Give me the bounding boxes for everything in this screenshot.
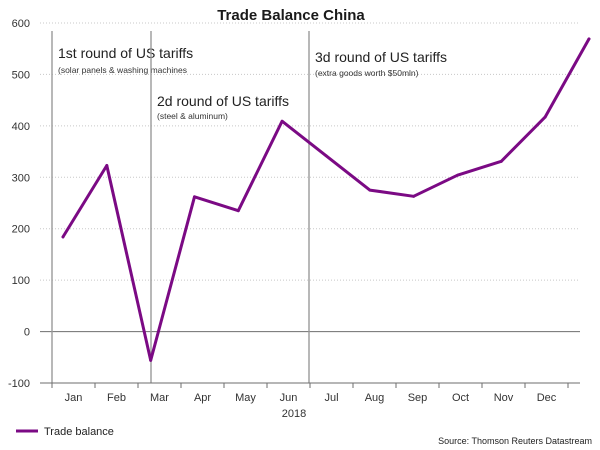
x-axis-year-label: 2018 [282,408,306,420]
y-tick-label: 0 [24,327,30,339]
x-tick-label: Sep [408,392,428,404]
x-tick-label: Nov [494,392,514,404]
y-tick-label: 500 [12,69,30,81]
tariff-event-detail: (steel & aluminum) [157,111,228,121]
tariff-event-detail: (solar panels & washing machines [58,65,187,75]
data-point [324,154,328,158]
x-tick-label: Feb [107,392,126,404]
data-point [456,173,459,177]
series-trade-balance [61,37,591,362]
data-point [412,194,416,198]
series-line-trade-balance [61,37,591,362]
data-point [280,119,284,123]
data-point [543,115,547,119]
x-tick-label: May [235,392,256,404]
y-axis-ticks: 600 500 400 300 200 100 0 -100 [8,18,30,390]
y-tick-label: 200 [12,224,30,236]
data-point [499,159,503,163]
y-tick-label: -100 [8,378,30,390]
x-tick-label: Jan [65,392,83,404]
data-point [149,358,153,362]
data-point [368,188,372,192]
x-tick-label: Apr [194,392,211,404]
data-point [236,209,240,213]
data-point [105,164,109,167]
chart-title: Trade Balance China [217,7,365,24]
x-tick-label: Dec [537,392,557,404]
x-tick-label: Mar [150,392,169,404]
y-tick-label: 400 [12,121,30,133]
tariff-event-label: 1st round of US tariffs [58,45,193,61]
legend-label: Trade balance [44,426,114,438]
x-tick-label: Jun [280,392,298,404]
tariff-event-detail: (extra goods worth $50mln) [315,68,419,78]
tariff-event-label: 3d round of US tariffs [315,49,447,65]
data-point [587,37,591,41]
y-tick-label: 300 [12,172,30,184]
tariff-event-label: 2d round of US tariffs [157,93,289,109]
source-note: Source: Thomson Reuters Datastream [438,436,592,446]
gridlines [40,22,580,333]
x-tick-label: Aug [365,392,385,404]
data-point [61,235,65,239]
x-tick-label: Jul [324,392,338,404]
tariff-events: 1st round of US tariffs (solar panels & w… [51,31,447,383]
legend: Trade balance [16,426,114,438]
y-tick-label: 100 [12,275,30,287]
x-tick-label: Oct [452,392,469,404]
data-point [193,195,196,199]
y-tick-label: 600 [12,18,30,30]
x-axis-ticks: Jan Feb Mar Apr May Jun Jul Aug Sep Oct Nov Dec [51,383,569,404]
